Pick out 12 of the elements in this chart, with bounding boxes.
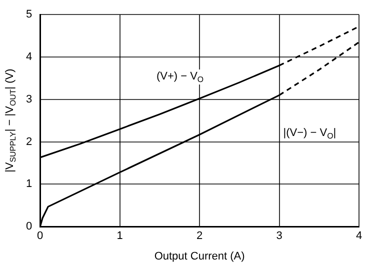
x-tick-label: 0 [37,230,44,242]
y-tick-label: 2 [26,136,32,148]
y-tick-label: 3 [26,93,32,106]
y-tick-label: 0 [26,220,32,233]
x-tick-label: 3 [276,230,282,242]
x-tick-label: 1 [116,230,123,242]
y-tick-label: 5 [26,8,32,21]
x-tick-label: 4 [356,230,362,242]
x-axis-title: Output Current (A) [154,250,245,262]
x-tick-label: 2 [196,230,203,242]
y-tick-label: 4 [26,51,32,64]
y-tick-label: 1 [26,178,32,190]
